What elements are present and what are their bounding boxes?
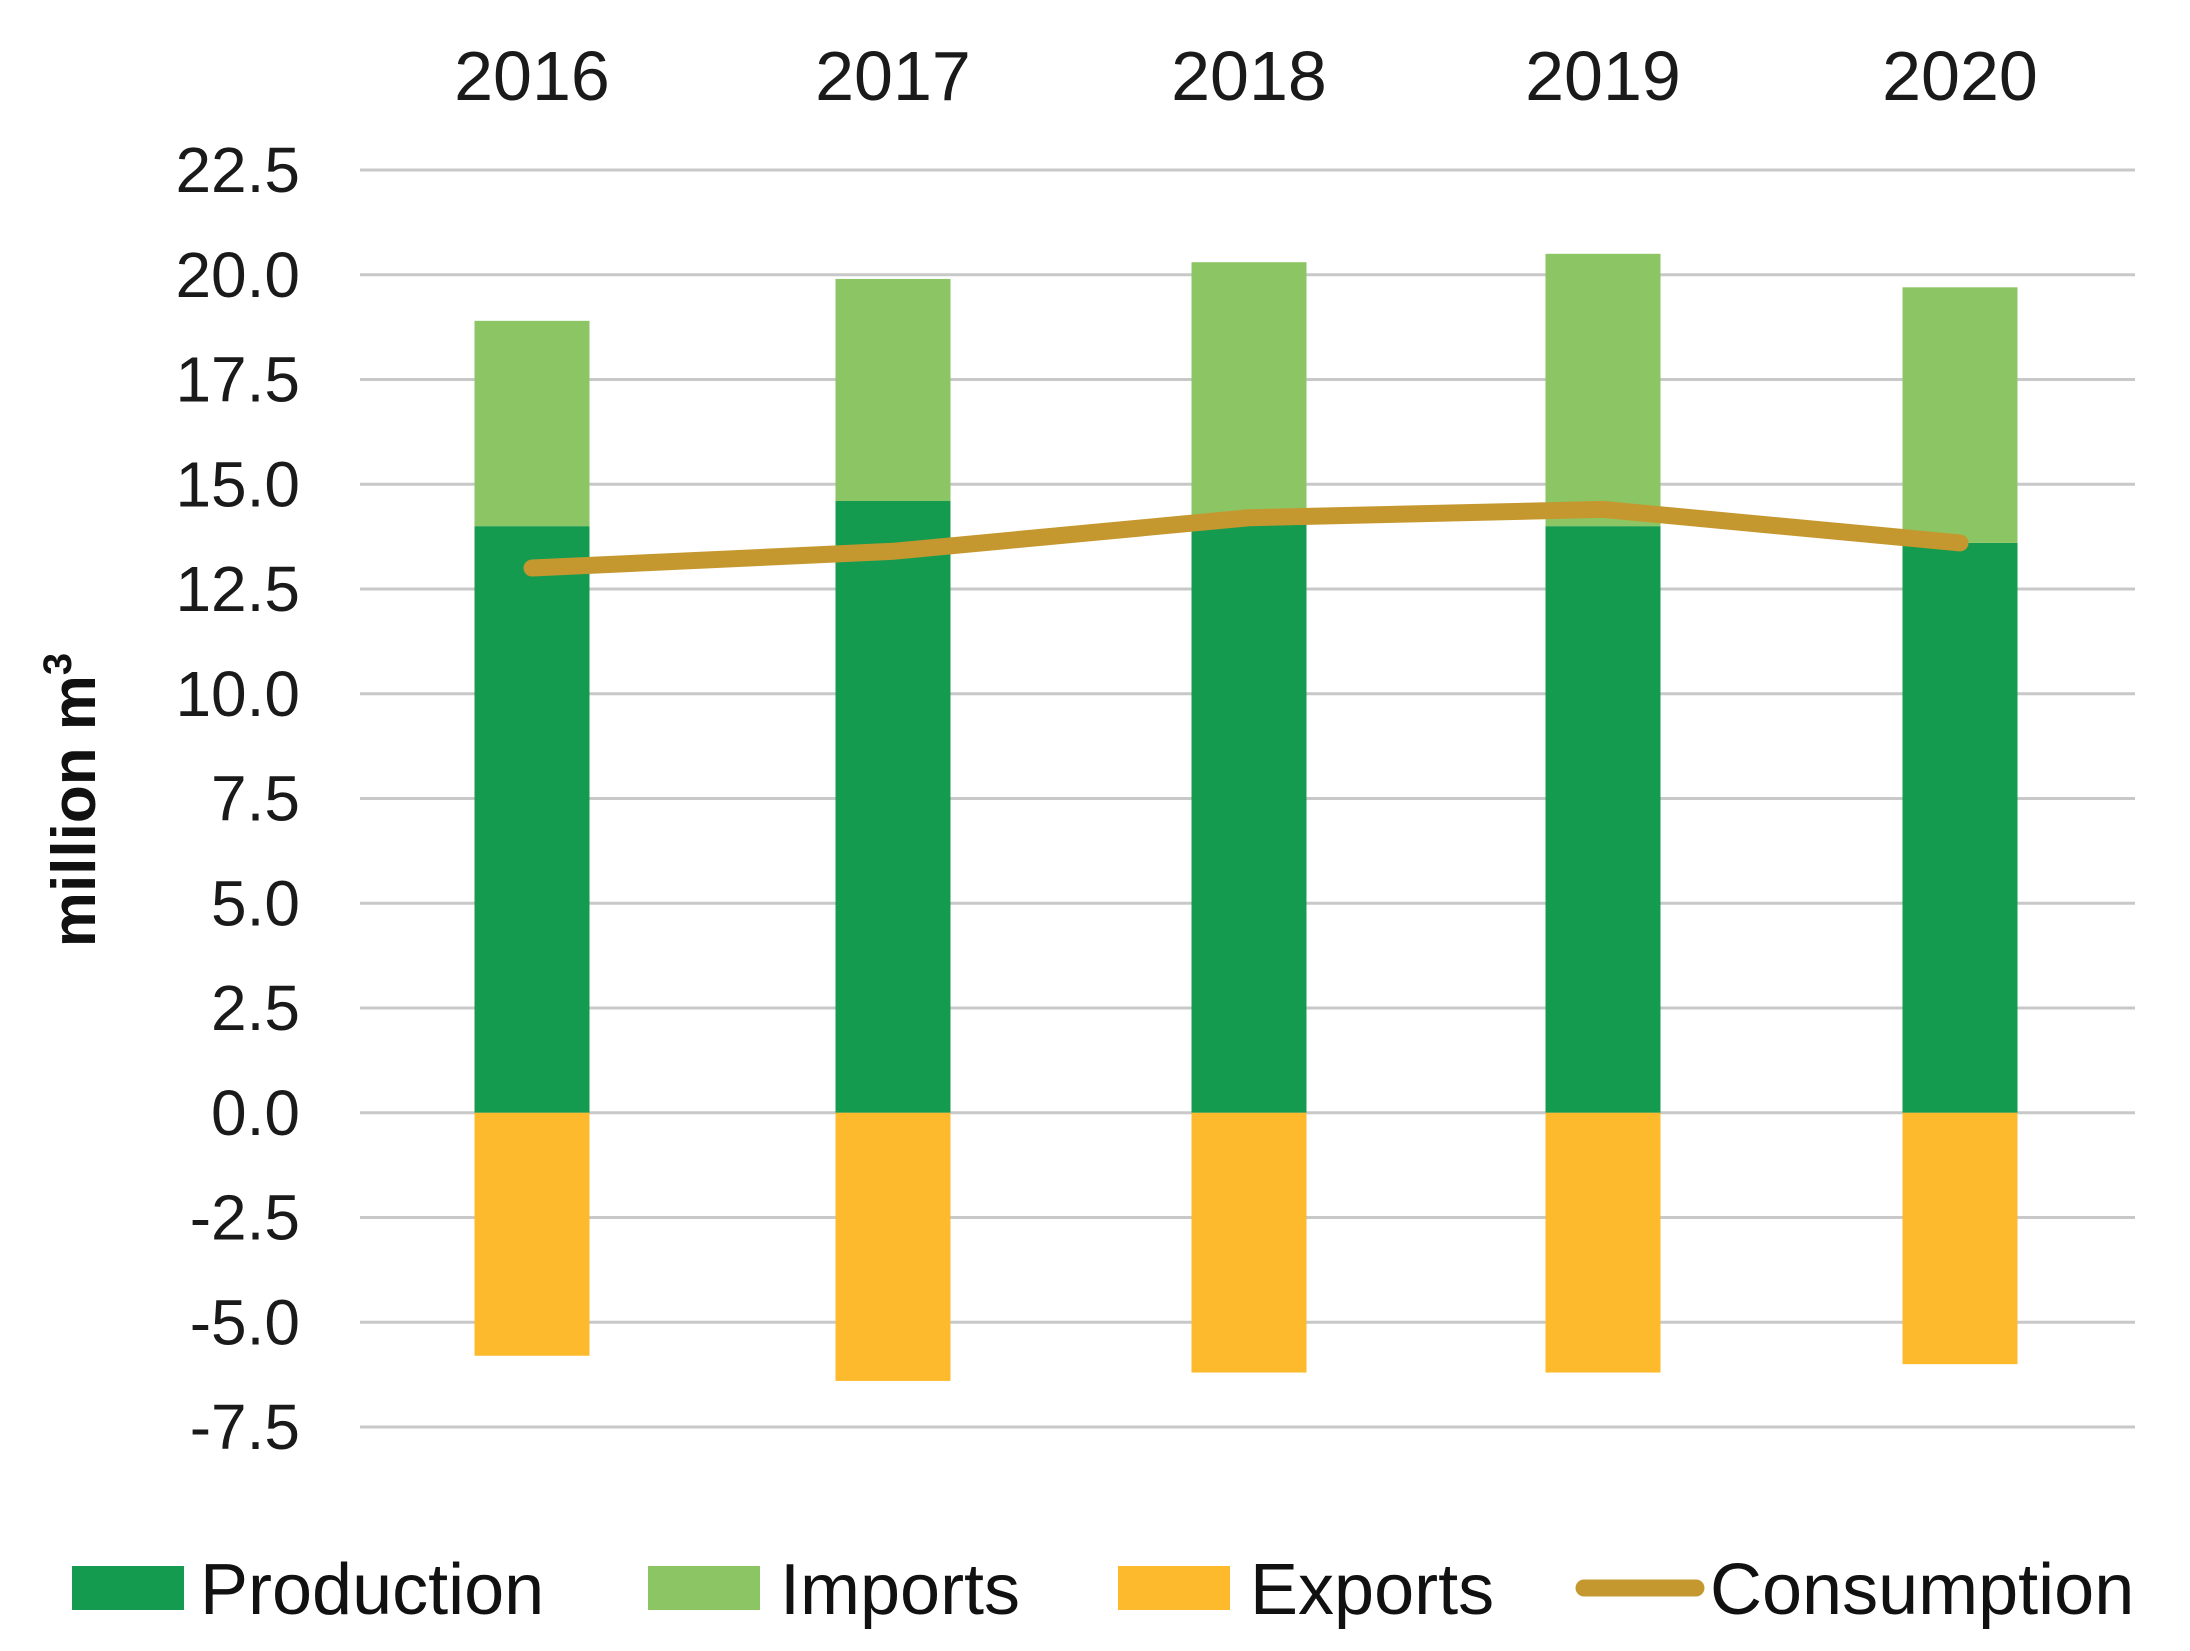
y-axis-label-text: million m: [40, 675, 109, 947]
bar-production: [835, 501, 951, 1113]
legend-label-consumption: Consumption: [1710, 1550, 2134, 1630]
y-tick-label: -7.5: [190, 1391, 300, 1463]
y-tick-label: 5.0: [211, 867, 300, 939]
consumption-line-group: [523, 500, 1969, 577]
y-tick-label: 22.5: [175, 134, 300, 206]
bar-imports: [1191, 262, 1307, 518]
legend-swatch-imports: [648, 1566, 760, 1610]
x-category-label: 2017: [815, 37, 971, 115]
y-tick-label: -5.0: [190, 1286, 300, 1358]
bar-exports: [1902, 1112, 2018, 1365]
legend-swatch-exports: [1118, 1566, 1230, 1610]
y-axis-ticks: 22.5 20.0 17.5 15.0 12.5 10.0 7.5 5.0 2.5 0.0 -2.5…: [175, 134, 300, 1463]
y-tick-label: 7.5: [211, 763, 300, 835]
bar-imports: [1545, 253, 1661, 527]
bar-production: [1545, 526, 1661, 1113]
bar-exports: [835, 1112, 951, 1381]
x-category-label: 2019: [1525, 37, 1681, 115]
y-tick-label: 17.5: [175, 344, 300, 416]
y-tick-label: 2.5: [211, 972, 300, 1044]
y-tick-label: 0.0: [211, 1077, 300, 1149]
legend-label-production: Production: [200, 1550, 544, 1630]
bar-imports: [835, 278, 951, 502]
y-axis-label-superscript: 3: [36, 653, 80, 675]
bar-imports: [1902, 287, 2018, 543]
x-category-label: 2016: [454, 37, 610, 115]
legend-label-exports: Exports: [1250, 1550, 1494, 1630]
y-tick-label: 15.0: [175, 448, 300, 520]
y-tick-label: 10.0: [175, 658, 300, 730]
bar-exports: [1191, 1112, 1307, 1373]
y-tick-label: -2.5: [190, 1182, 300, 1254]
bar-exports: [474, 1112, 590, 1356]
bar-production: [1191, 517, 1307, 1113]
bar-imports: [474, 320, 590, 527]
legend-swatch-production: [72, 1566, 184, 1610]
x-category-label: 2018: [1171, 37, 1327, 115]
x-axis-categories: 2016 2017 2018 2019 2020: [454, 37, 2038, 115]
y-axis-label: million m3: [36, 653, 109, 947]
y-tick-label: 20.0: [175, 239, 300, 311]
legend-label-imports: Imports: [780, 1550, 1020, 1630]
bar-production: [1902, 542, 2018, 1113]
bars: [474, 253, 2018, 1381]
bar-exports: [1545, 1112, 1661, 1373]
x-category-label: 2020: [1882, 37, 2038, 115]
y-tick-label: 12.5: [175, 553, 300, 625]
bar-production: [474, 526, 590, 1113]
legend: Production Imports Exports Consumption: [72, 1550, 2134, 1630]
consumption-line: [523, 500, 1969, 577]
